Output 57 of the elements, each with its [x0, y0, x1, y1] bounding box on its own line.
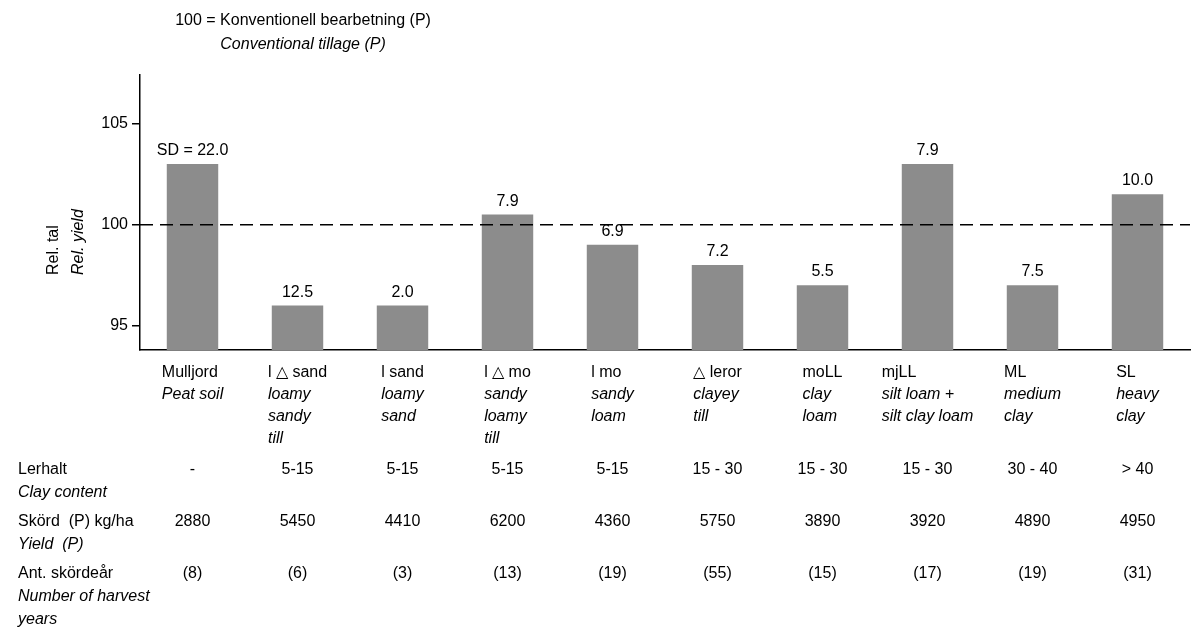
y-tick-label: 95 — [110, 316, 129, 334]
x-tick-label: Mulljord Peat soil — [161, 363, 224, 403]
text: 5750 — [699, 512, 736, 530]
text: 4950 — [1119, 512, 1156, 530]
annotation: 7.5 — [1021, 262, 1044, 280]
text: 30 - 40 — [1007, 460, 1058, 478]
text: (8) — [182, 564, 203, 582]
text: 4890 — [1014, 512, 1051, 530]
annotation: 10.0 — [1121, 171, 1154, 189]
x-tick-label: l △ sand loamy sandy till — [267, 363, 328, 447]
text: 5-15 — [386, 460, 419, 478]
x-tick-label: ML medium clay — [1004, 363, 1061, 425]
annotation: 7.9 — [496, 191, 519, 209]
x-tick-label: mjLL silt loam + silt clay loam — [881, 363, 974, 425]
x-tick-label: moLL clay loam — [802, 363, 843, 425]
text: 5-15 — [281, 460, 314, 478]
text: - — [189, 460, 196, 478]
annotation: SD = 22.0 — [156, 140, 229, 158]
text: 3890 — [804, 512, 841, 530]
annotation: 2.0 — [391, 282, 414, 300]
text: (15) — [808, 564, 837, 582]
text: (17) — [913, 564, 942, 582]
text: Ant. skördeår Number of harvest years — [17, 564, 151, 628]
text: (19) — [598, 564, 627, 582]
text: Skörd (P) kg/ha Yield (P) — [18, 512, 134, 553]
text: > 40 — [1121, 460, 1154, 478]
text: 15 - 30 — [797, 460, 848, 478]
text: Lerhalt Clay content — [18, 460, 108, 501]
x-tick-label: SL heavy clay — [1116, 363, 1160, 425]
text: 6200 — [489, 512, 526, 530]
text: 15 - 30 — [692, 460, 743, 478]
annotation: 5.5 — [811, 262, 834, 280]
text: 2880 — [174, 512, 211, 530]
text: 5-15 — [491, 460, 524, 478]
text: 5-15 — [596, 460, 629, 478]
text: 3920 — [909, 512, 946, 530]
y-tick-label: 105 — [101, 113, 129, 131]
text: 4360 — [594, 512, 631, 530]
text: 15 - 30 — [902, 460, 953, 478]
annotation: 12.5 — [281, 282, 314, 300]
chart-title: 100 = Konventionell bearbetning (P) Conventional tillage (P) — [175, 11, 431, 53]
text: (13) — [493, 564, 522, 582]
x-tick-label: l mo sandy loam — [591, 363, 635, 425]
text: 4410 — [384, 512, 421, 530]
text: (31) — [1123, 564, 1152, 582]
text: (6) — [287, 564, 308, 582]
text: 5450 — [279, 512, 316, 530]
annotation: 7.9 — [916, 140, 939, 158]
text: (19) — [1018, 564, 1047, 582]
y-axis-title: Rel. tal Rel. yield — [44, 208, 87, 275]
x-tick-label: l △ mo sandy loamy till — [484, 363, 531, 447]
y-tick-label: 100 — [101, 215, 129, 233]
x-tick-label: △ leror clayey till — [693, 363, 743, 425]
x-tick-label: l sand loamy sand — [381, 363, 425, 425]
text: (55) — [703, 564, 732, 582]
text: (3) — [392, 564, 413, 582]
annotation: 7.2 — [706, 242, 729, 260]
